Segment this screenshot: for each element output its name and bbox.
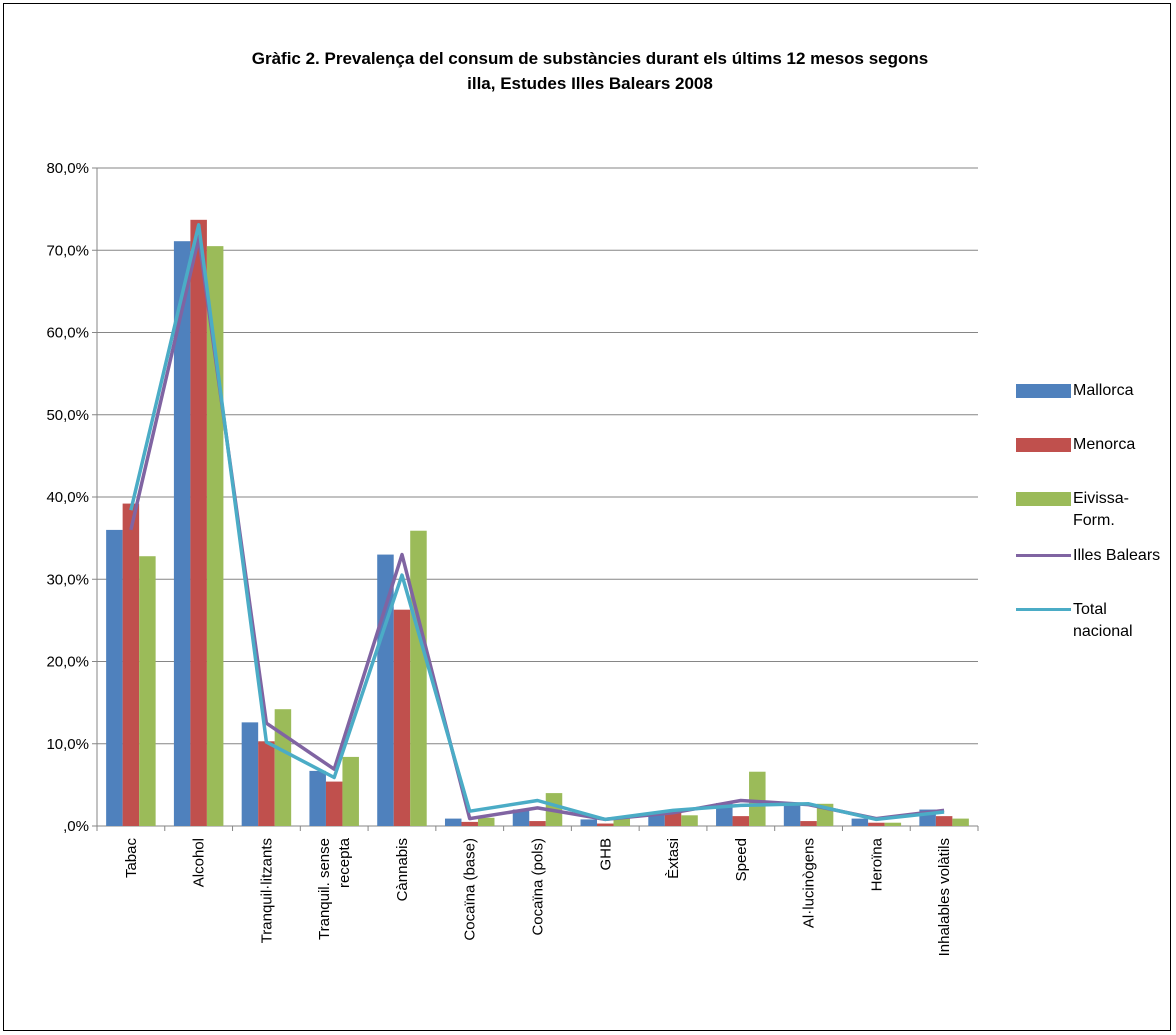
bar-mallorca bbox=[580, 819, 598, 826]
x-tick-label: Tranquil. sense bbox=[316, 838, 333, 940]
legend-label: Menorca bbox=[1073, 434, 1173, 456]
chart-title: Gràfic 2. Prevalença del consum de subst… bbox=[100, 46, 1080, 96]
legend-swatch bbox=[1016, 438, 1071, 452]
legend-label-line: Total bbox=[1073, 601, 1107, 618]
x-tick-label: Speed bbox=[733, 838, 750, 881]
legend-label-line: Menorca bbox=[1073, 436, 1136, 453]
legend-label-line: nacional bbox=[1073, 623, 1133, 640]
legend-label-line: Eivissa- bbox=[1073, 490, 1130, 507]
chart-title-line-1: Gràfic 2. Prevalença del consum de subst… bbox=[251, 49, 929, 68]
x-tick-label: Al·lucinògens bbox=[801, 838, 818, 928]
y-tick-label: ,0% bbox=[63, 818, 89, 835]
legend-label: Illes Balears bbox=[1073, 545, 1173, 567]
x-tick-label: GHB bbox=[597, 838, 614, 871]
bar-eivissa-form- bbox=[139, 556, 156, 826]
legend-label: Eivissa- Form. bbox=[1073, 488, 1173, 532]
legend-label-line: Mallorca bbox=[1073, 382, 1134, 399]
bar-menorca bbox=[258, 741, 275, 826]
y-tick-label: 60,0% bbox=[46, 325, 89, 342]
bar-menorca bbox=[461, 821, 478, 826]
x-tick-label: Cànnabis bbox=[394, 838, 411, 901]
legend-label-line: Illes Balears bbox=[1073, 547, 1161, 564]
bar-mallorca bbox=[106, 529, 123, 826]
legend-swatch bbox=[1016, 608, 1071, 611]
bar-mallorca bbox=[512, 809, 530, 826]
bar-menorca bbox=[325, 781, 343, 826]
bar-menorca bbox=[597, 823, 614, 826]
y-tick-label: 20,0% bbox=[46, 654, 89, 671]
bar-mallorca bbox=[173, 241, 191, 826]
bar-mallorca bbox=[851, 818, 869, 826]
x-tick-label: Cocaïna (base) bbox=[462, 838, 479, 941]
y-tick-label: 50,0% bbox=[46, 407, 89, 424]
bar-mallorca bbox=[377, 554, 394, 826]
bar-mallorca bbox=[241, 722, 259, 826]
legend-swatch bbox=[1016, 492, 1071, 506]
y-tick-label: 10,0% bbox=[46, 736, 89, 753]
bar-eivissa-form- bbox=[410, 530, 427, 826]
bar-menorca bbox=[122, 503, 140, 826]
line-total-nacional bbox=[129, 223, 945, 822]
legend-label-line: Form. bbox=[1073, 512, 1115, 529]
y-tick-label: 70,0% bbox=[46, 242, 89, 259]
legend-swatch bbox=[1016, 554, 1071, 557]
bar-eivissa-form- bbox=[274, 709, 292, 826]
y-tick-label: 40,0% bbox=[46, 489, 89, 506]
x-tick-label: Tabac bbox=[123, 838, 140, 879]
bar-menorca bbox=[393, 609, 411, 826]
bar-menorca bbox=[529, 821, 546, 826]
bar-menorca bbox=[935, 816, 953, 826]
x-tick-label: Alcohol bbox=[191, 838, 208, 887]
x-tick-label: Inhalables volàtils bbox=[936, 838, 953, 956]
bar-eivissa-form- bbox=[206, 246, 224, 826]
bar-menorca bbox=[190, 219, 207, 826]
legend-label: Mallorca bbox=[1073, 380, 1173, 402]
x-tick-label: Èxtasi bbox=[665, 838, 682, 879]
bar-eivissa-form- bbox=[884, 822, 902, 826]
bar-mallorca bbox=[783, 803, 801, 826]
bar-menorca bbox=[800, 821, 817, 826]
bar-eivissa-form- bbox=[952, 818, 969, 826]
x-tick-label: Heroïna bbox=[868, 837, 885, 891]
y-tick-label: 80,0% bbox=[46, 160, 89, 177]
bar-menorca bbox=[732, 816, 750, 826]
bar-eivissa-form- bbox=[477, 817, 495, 826]
bar-eivissa-form- bbox=[342, 756, 359, 826]
bar-eivissa-form- bbox=[613, 818, 631, 826]
legend-label: Total nacional bbox=[1073, 599, 1173, 643]
bar-eivissa-form- bbox=[749, 771, 766, 826]
bar-eivissa-form- bbox=[681, 815, 698, 826]
bar-menorca bbox=[868, 822, 885, 826]
chart-title-line-2: illa, Estudes Illes Balears 2008 bbox=[467, 74, 713, 93]
legend-swatch bbox=[1016, 384, 1071, 398]
bar-mallorca bbox=[648, 813, 665, 826]
x-tick-label: Cocaïna (pols) bbox=[530, 838, 547, 936]
x-tick-label: recepta bbox=[336, 837, 353, 888]
bar-mallorca bbox=[716, 802, 733, 826]
bar-mallorca bbox=[444, 818, 462, 826]
y-tick-label: 30,0% bbox=[46, 571, 89, 588]
x-tick-label: Tranquil·litzants bbox=[258, 838, 275, 943]
bar-menorca bbox=[664, 812, 682, 826]
bar-mallorca bbox=[309, 770, 326, 826]
